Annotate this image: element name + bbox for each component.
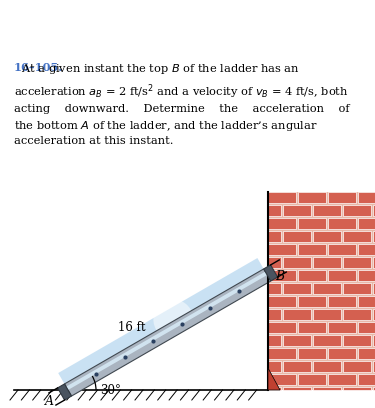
Polygon shape	[264, 265, 278, 281]
Bar	[328, 296, 356, 307]
Bar	[358, 244, 375, 255]
Bar	[373, 335, 375, 346]
Bar	[268, 309, 281, 320]
Bar	[313, 231, 341, 242]
Bar	[358, 192, 375, 203]
Polygon shape	[58, 258, 270, 395]
Bar	[268, 335, 281, 346]
Polygon shape	[64, 269, 271, 396]
Bar	[283, 205, 311, 216]
Bar	[268, 322, 296, 333]
Bar	[328, 348, 356, 359]
Bar	[298, 348, 326, 359]
Bar	[328, 322, 356, 333]
Bar	[283, 387, 311, 390]
Bar	[283, 335, 311, 346]
Bar	[298, 218, 326, 229]
Bar	[343, 335, 371, 346]
Bar	[298, 322, 326, 333]
Bar	[313, 361, 341, 372]
Bar	[313, 309, 341, 320]
Bar	[328, 374, 356, 385]
Bar	[358, 322, 375, 333]
Bar	[373, 205, 375, 216]
Bar	[343, 309, 371, 320]
Text: At a given instant the top $B$ of the ladder has an
acceleration $a_B$ = 2 ft/s$: At a given instant the top $B$ of the la…	[14, 62, 350, 146]
Text: A: A	[45, 395, 54, 408]
Bar	[268, 348, 296, 359]
Bar	[343, 283, 371, 294]
Bar	[358, 348, 375, 359]
Bar	[373, 283, 375, 294]
Bar	[313, 387, 341, 390]
Bar	[268, 387, 281, 390]
Bar	[298, 270, 326, 281]
Bar	[358, 218, 375, 229]
Polygon shape	[268, 368, 280, 390]
Bar	[343, 387, 371, 390]
Bar	[328, 270, 356, 281]
Ellipse shape	[153, 299, 194, 339]
Text: 16–105.: 16–105.	[14, 62, 63, 73]
Bar	[298, 244, 326, 255]
Bar	[268, 257, 281, 268]
Bar	[328, 244, 356, 255]
Bar	[298, 296, 326, 307]
Bar	[268, 231, 281, 242]
Bar	[268, 283, 281, 294]
Bar	[328, 218, 356, 229]
Bar	[313, 335, 341, 346]
Bar	[268, 192, 375, 390]
Bar	[343, 257, 371, 268]
Bar	[283, 309, 311, 320]
Bar	[268, 192, 296, 203]
Text: B: B	[275, 271, 284, 284]
Bar	[283, 231, 311, 242]
Bar	[313, 283, 341, 294]
Polygon shape	[58, 384, 72, 400]
Bar	[268, 296, 296, 307]
Text: 30°: 30°	[100, 384, 121, 397]
Bar	[343, 205, 371, 216]
Bar	[268, 270, 296, 281]
Bar	[358, 270, 375, 281]
Text: 16 ft: 16 ft	[118, 321, 146, 334]
Bar	[373, 257, 375, 268]
Bar	[373, 387, 375, 390]
Bar	[298, 374, 326, 385]
Bar	[268, 361, 281, 372]
Bar	[358, 296, 375, 307]
Bar	[313, 257, 341, 268]
Bar	[268, 374, 296, 385]
Bar	[343, 231, 371, 242]
Bar	[343, 361, 371, 372]
Bar	[373, 231, 375, 242]
Bar	[373, 361, 375, 372]
Bar	[283, 361, 311, 372]
Bar	[298, 192, 326, 203]
Bar	[358, 374, 375, 385]
Bar	[268, 244, 296, 255]
Bar	[313, 205, 341, 216]
Polygon shape	[66, 272, 267, 390]
Bar	[268, 218, 296, 229]
Bar	[283, 283, 311, 294]
Bar	[328, 192, 356, 203]
Bar	[268, 205, 281, 216]
Bar	[283, 257, 311, 268]
Bar	[373, 309, 375, 320]
